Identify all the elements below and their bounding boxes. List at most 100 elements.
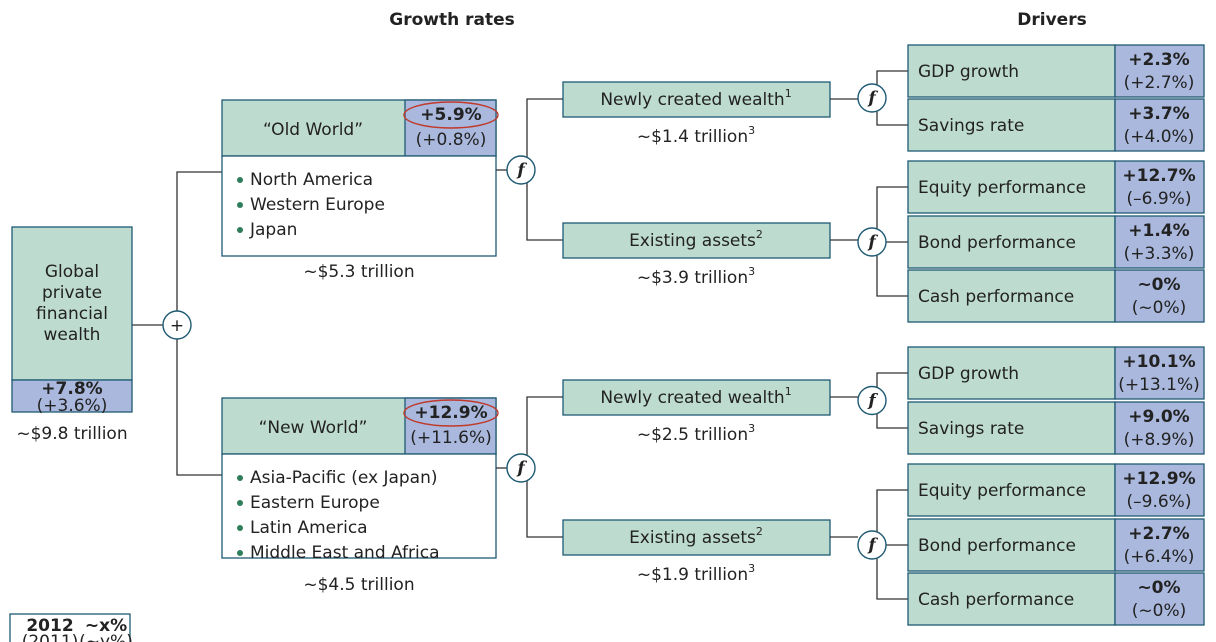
size: ~$9.8 trillion xyxy=(16,424,127,444)
footnote-mark: 1 xyxy=(785,87,792,100)
prior-rate: (+13.1%) xyxy=(1118,375,1200,395)
rate: +3.7% xyxy=(1128,104,1189,124)
bullet xyxy=(237,550,243,556)
driver: Cash performance xyxy=(918,590,1074,610)
rate: +12.9% xyxy=(414,403,487,423)
bullet xyxy=(237,202,243,208)
driver-box xyxy=(907,572,1116,626)
label: ~$1.4 trillion3 xyxy=(637,124,755,148)
operator-symbol: f xyxy=(867,391,878,411)
bullet xyxy=(237,177,243,183)
driver-rate-box xyxy=(1114,572,1205,626)
region-list xyxy=(221,453,497,559)
driver-box xyxy=(907,518,1116,572)
rate: +2.3% xyxy=(1128,50,1189,70)
region: Eastern Europe xyxy=(250,493,380,513)
driver-box xyxy=(907,98,1116,152)
footnote-mark: 2 xyxy=(756,525,763,538)
bullet xyxy=(237,475,243,481)
driver: Bond performance xyxy=(918,233,1076,253)
region: North America xyxy=(250,170,373,190)
driver-box xyxy=(907,160,1116,214)
bullet xyxy=(237,500,243,506)
legend-rate: ~x% xyxy=(85,616,127,636)
highlight xyxy=(403,399,499,427)
label: Newly created wealth1 xyxy=(600,87,791,111)
driver-rate-box xyxy=(1114,401,1205,455)
world-name: “New World” xyxy=(259,418,368,438)
region: Japan xyxy=(249,220,297,240)
operator-symbol: + xyxy=(170,316,184,336)
rate: +2.7% xyxy=(1128,524,1189,544)
footnote-mark: 3 xyxy=(748,422,755,435)
driver-rate-box xyxy=(1114,160,1205,214)
region: Middle East and Africa xyxy=(250,543,440,563)
footnote-mark: 3 xyxy=(748,265,755,278)
operator xyxy=(857,83,887,113)
operator-symbol: f xyxy=(516,161,527,181)
operator xyxy=(857,530,887,560)
footnote-mark: 3 xyxy=(748,562,755,575)
rate: +10.1% xyxy=(1122,352,1195,372)
legend-prior-year: (2011) xyxy=(22,632,79,642)
footnote-mark: 1 xyxy=(785,385,792,398)
label: ~$3.9 trillion3 xyxy=(637,265,755,289)
operator-symbol: f xyxy=(867,536,878,556)
driver-rate-box xyxy=(1114,98,1205,152)
driver-rate-box xyxy=(1114,518,1205,572)
header: Drivers xyxy=(1017,10,1086,30)
driver-box xyxy=(907,215,1116,269)
operator xyxy=(857,227,887,257)
driver-rate-box xyxy=(1114,463,1205,517)
rate: +1.4% xyxy=(1128,221,1189,241)
world-name: “Old World” xyxy=(263,120,363,140)
driver: Cash performance xyxy=(918,287,1074,307)
driver-rate-box xyxy=(1114,346,1205,400)
driver: GDP growth xyxy=(918,62,1019,82)
component-box xyxy=(562,379,831,416)
operator-symbol: f xyxy=(867,89,878,109)
label-text: ~$1.9 trillion xyxy=(637,565,748,585)
rate: +7.8% xyxy=(41,379,102,399)
size: ~$5.3 trillion xyxy=(303,262,414,282)
label-text: Existing assets xyxy=(629,231,756,251)
component-box xyxy=(562,222,831,259)
footnote-mark: 3 xyxy=(748,124,755,137)
component-box xyxy=(562,519,831,556)
legend-prior: (~y%) xyxy=(79,632,133,642)
label-text: Newly created wealth xyxy=(600,388,784,408)
driver: Savings rate xyxy=(918,419,1024,439)
label-text: ~$3.9 trillion xyxy=(637,268,748,288)
driver: Savings rate xyxy=(918,116,1024,136)
driver-box xyxy=(907,44,1116,98)
prior-rate: (+3.6%) xyxy=(37,396,108,416)
driver-box xyxy=(907,463,1116,517)
label-text: Newly created wealth xyxy=(600,90,784,110)
region: Latin America xyxy=(250,518,368,538)
driver: Bond performance xyxy=(918,536,1076,556)
size: ~$4.5 trillion xyxy=(303,575,414,595)
operator xyxy=(857,385,887,416)
driver: Equity performance xyxy=(918,178,1086,198)
label: financial xyxy=(36,304,108,324)
root-rate-box xyxy=(11,379,133,413)
bullet xyxy=(237,525,243,531)
rate: ~0% xyxy=(1137,275,1180,295)
legend-box xyxy=(9,613,131,642)
header: Growth rates xyxy=(389,10,515,30)
region: Western Europe xyxy=(250,195,385,215)
footnote-mark: 2 xyxy=(756,228,763,241)
label: Existing assets2 xyxy=(629,228,763,252)
region-list xyxy=(221,155,497,257)
prior-rate: (+11.6%) xyxy=(410,428,492,448)
operator-symbol: f xyxy=(867,233,878,253)
label: wealth xyxy=(44,325,101,345)
rate: ~0% xyxy=(1137,578,1180,598)
rate: +5.9% xyxy=(420,105,481,125)
label: ~$1.9 trillion3 xyxy=(637,562,755,586)
root-box xyxy=(11,226,133,381)
driver-rate-box xyxy=(1114,215,1205,269)
label-text: Existing assets xyxy=(629,528,756,548)
component-box xyxy=(562,81,831,118)
